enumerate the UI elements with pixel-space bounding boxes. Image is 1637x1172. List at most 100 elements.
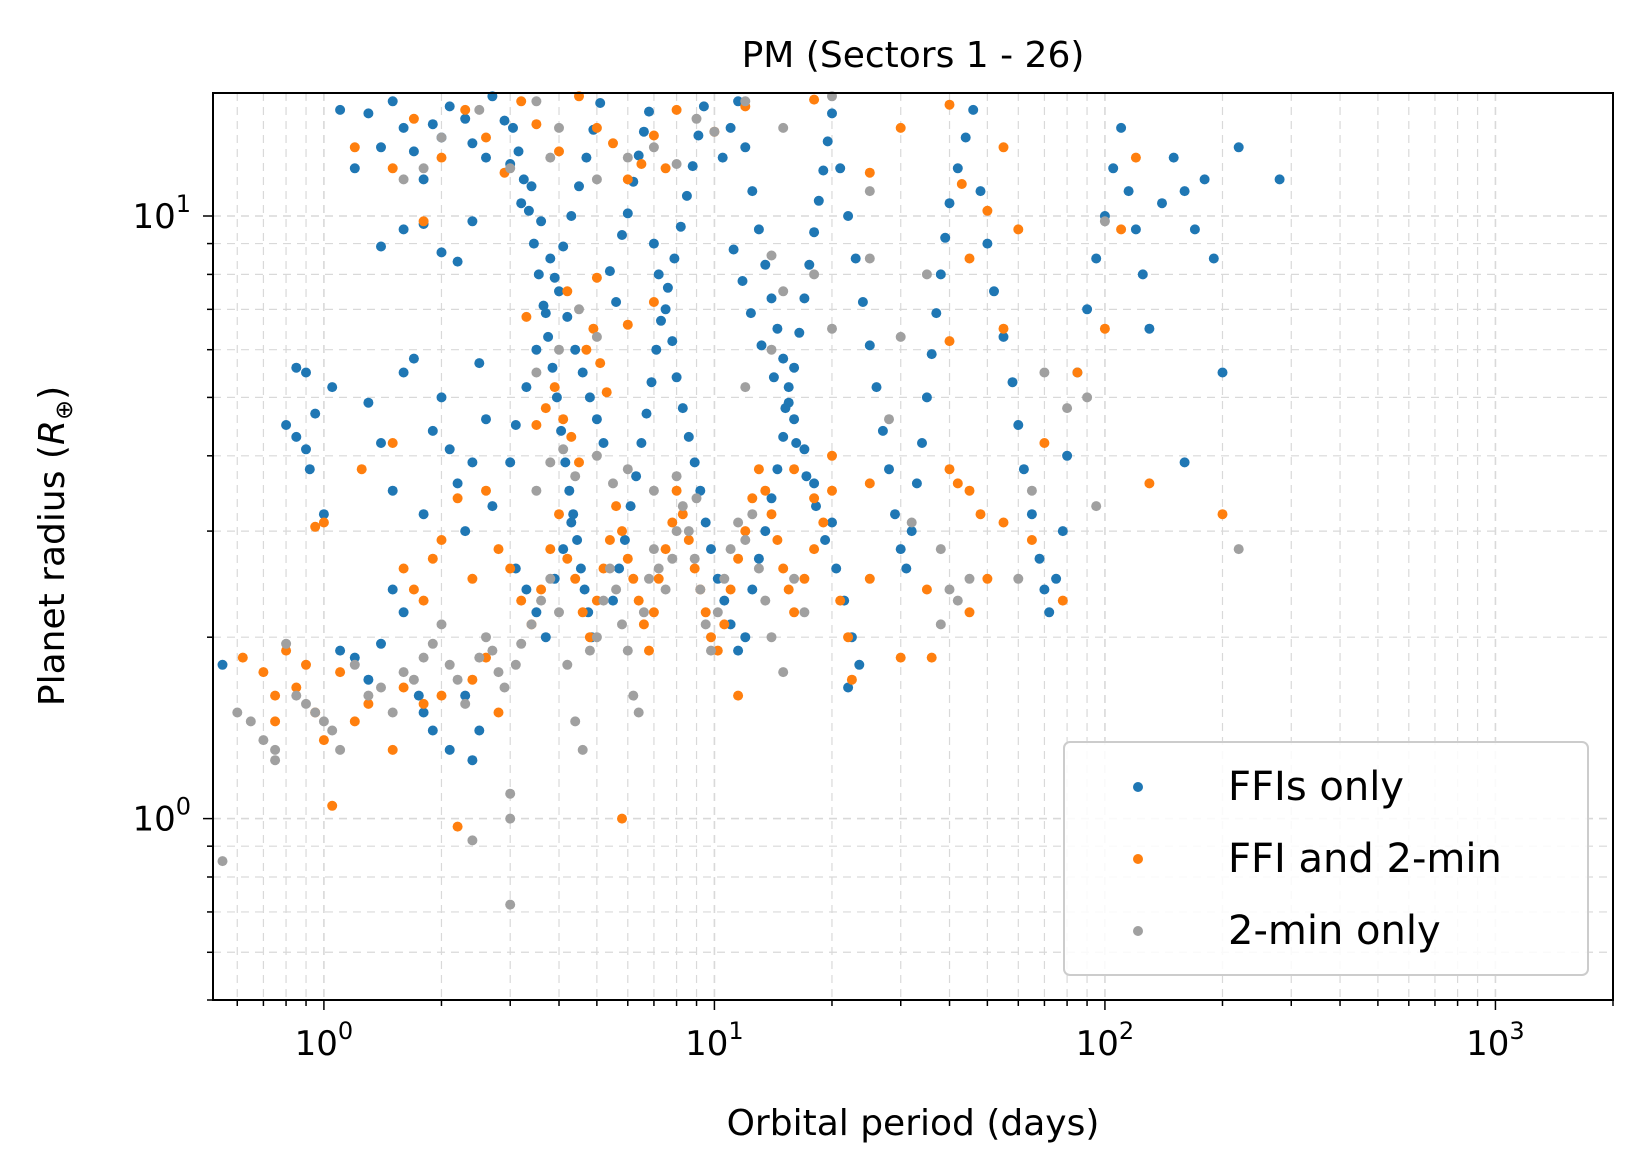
point-ffis-only — [481, 152, 491, 163]
point-ffi-and-2-min — [335, 667, 346, 678]
point-ffis-only — [558, 544, 569, 555]
point-2-min-only — [952, 595, 963, 606]
point-ffis-only — [931, 308, 942, 319]
point-ffis-only — [653, 269, 664, 280]
point-ffis-only — [611, 297, 622, 307]
point-2-min-only — [408, 674, 419, 685]
point-ffi-and-2-min — [964, 485, 975, 496]
point-2-min-only — [1099, 216, 1110, 227]
point-ffis-only — [791, 438, 802, 448]
point-ffis-only — [595, 98, 606, 108]
point-ffi-and-2-min — [733, 690, 744, 701]
point-ffis-only — [975, 186, 986, 197]
point-ffis-only — [671, 372, 682, 383]
point-ffis-only — [444, 101, 455, 112]
point-ffis-only — [619, 535, 630, 545]
point-ffis-only — [335, 645, 346, 656]
point-ffi-and-2-min — [408, 584, 419, 595]
point-ffis-only — [531, 607, 542, 618]
point-ffis-only — [681, 190, 692, 201]
point-2-min-only — [691, 113, 702, 124]
point-ffi-and-2-min — [622, 319, 633, 330]
point-2-min-only — [574, 304, 584, 315]
point-ffis-only — [799, 444, 810, 455]
point-2-min-only — [671, 471, 682, 482]
point-ffis-only — [648, 238, 659, 249]
point-ffi-and-2-min — [827, 485, 837, 496]
point-ffis-only — [581, 152, 592, 163]
point-ffi-and-2-min — [671, 104, 682, 115]
point-2-min-only — [638, 607, 649, 618]
point-ffi-and-2-min — [926, 652, 937, 663]
point-ffis-only — [533, 269, 544, 280]
point-ffis-only — [1179, 457, 1190, 468]
point-ffis-only — [1137, 269, 1148, 280]
point-2-min-only — [499, 682, 510, 693]
point-ffi-and-2-min — [493, 544, 504, 555]
point-ffis-only — [675, 221, 686, 232]
point-ffis-only — [625, 501, 636, 512]
point-ffis-only — [408, 353, 419, 364]
point-2-min-only — [644, 573, 654, 584]
point-ffis-only — [719, 595, 730, 606]
point-ffis-only — [809, 478, 820, 489]
point-ffis-only — [737, 276, 748, 286]
point-ffi-and-2-min — [577, 607, 588, 618]
y-tick-label-base: 10 — [132, 197, 175, 237]
point-2-min-only — [778, 667, 789, 678]
point-2-min-only — [617, 619, 627, 630]
point-ffis-only — [318, 509, 329, 520]
point-ffi-and-2-min — [982, 573, 993, 584]
x-tick-label-base: 10 — [1466, 1024, 1509, 1064]
point-ffis-only — [756, 340, 767, 351]
point-2-min-only — [766, 250, 777, 261]
point-2-min-only — [554, 122, 564, 133]
point-ffis-only — [418, 707, 429, 718]
point-ffi-and-2-min — [349, 716, 360, 727]
point-ffi-and-2-min — [864, 573, 875, 584]
point-ffi-and-2-min — [531, 420, 542, 430]
point-ffi-and-2-min — [622, 553, 633, 564]
point-2-min-only — [611, 584, 622, 595]
point-ffis-only — [677, 403, 688, 414]
point-ffis-only — [376, 438, 386, 448]
point-ffis-only — [540, 632, 551, 643]
point-2-min-only — [554, 607, 564, 618]
point-ffi-and-2-min — [601, 387, 612, 398]
point-ffis-only — [1091, 253, 1102, 264]
point-ffis-only — [695, 485, 706, 496]
point-ffi-and-2-min — [318, 735, 329, 746]
point-ffis-only — [813, 195, 824, 206]
point-ffi-and-2-min — [258, 667, 269, 678]
chart-title: PM (Sectors 1 - 26) — [742, 35, 1085, 76]
point-ffi-and-2-min — [516, 595, 527, 606]
point-ffis-only — [418, 509, 429, 520]
point-ffi-and-2-min — [740, 526, 751, 537]
x-tick-label: 101 — [685, 1017, 744, 1064]
point-ffis-only — [513, 146, 524, 157]
point-2-min-only — [376, 682, 386, 693]
point-2-min-only — [1013, 573, 1024, 584]
point-ffis-only — [608, 595, 618, 606]
point-2-min-only — [516, 638, 527, 649]
point-ffis-only — [551, 392, 562, 403]
point-2-min-only — [418, 652, 429, 663]
point-ffis-only — [747, 584, 758, 595]
point-ffis-only — [871, 382, 882, 393]
point-ffi-and-2-min — [1026, 535, 1037, 545]
point-ffis-only — [835, 163, 846, 174]
point-ffi-and-2-min — [387, 438, 398, 448]
point-ffis-only — [481, 414, 491, 425]
point-ffis-only — [818, 165, 829, 176]
x-tick-label-exponent: 2 — [1119, 1017, 1134, 1045]
point-ffi-and-2-min — [733, 553, 744, 564]
point-2-min-only — [667, 553, 678, 564]
point-ffis-only — [460, 526, 471, 537]
point-2-min-only — [622, 645, 633, 656]
point-ffi-and-2-min — [536, 584, 547, 595]
point-2-min-only — [598, 595, 609, 606]
point-ffis-only — [667, 336, 678, 347]
point-ffis-only — [301, 367, 311, 378]
point-ffi-and-2-min — [436, 535, 447, 545]
point-ffi-and-2-min — [835, 595, 846, 606]
